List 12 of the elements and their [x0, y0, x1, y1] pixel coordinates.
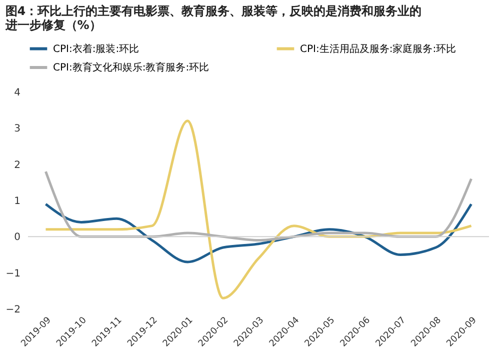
y-tick-label: 3: [14, 124, 20, 135]
y-tick-label: 0: [14, 232, 20, 244]
legend-label: CPI:生活用品及服务:家庭服务:环比: [300, 42, 456, 55]
y-tick-label: 1: [14, 196, 20, 207]
legend-label: CPI:教育文化和娱乐:教育服务:环比: [53, 62, 210, 74]
y-tick-label: −1: [6, 268, 20, 280]
y-tick-label: −2: [6, 304, 20, 316]
y-tick-label: 2: [14, 160, 20, 171]
text: 进一步修复（%）: [5, 18, 102, 32]
text: 图4：环比上行的主要有电影票、教育服务、服装等，反映的是消费和服务业的: [5, 4, 422, 18]
y-tick-label: 4: [14, 88, 20, 98]
legend-label: CPI:衣着:服装:环比: [53, 42, 140, 55]
